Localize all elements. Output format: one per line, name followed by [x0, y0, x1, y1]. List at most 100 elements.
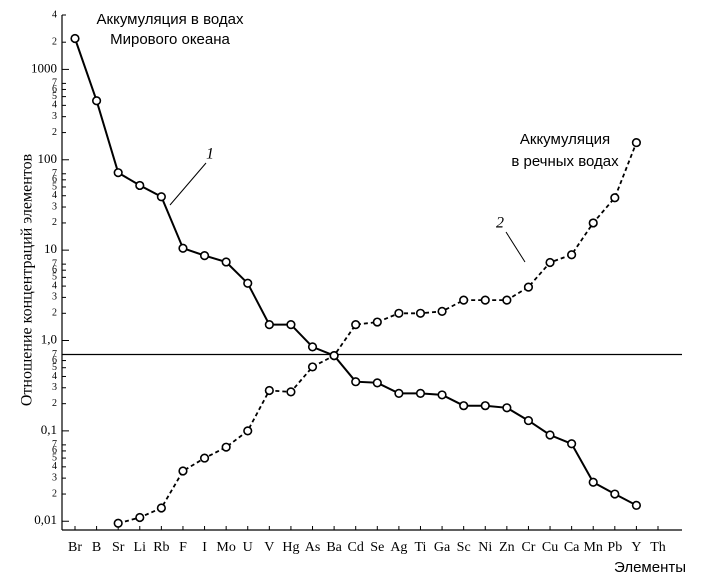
x-tick-label: Li: [134, 540, 147, 555]
y-tick-label: 5: [52, 181, 57, 192]
x-tick-label: Cd: [348, 540, 364, 555]
data-point: [178, 243, 188, 253]
x-tick-label: Cr: [521, 540, 535, 555]
x-tick-label: Mn: [583, 540, 602, 555]
data-point: [480, 295, 490, 305]
data-point: [631, 137, 642, 148]
y-axis-label: Отношение концентраций элементов: [19, 153, 36, 406]
data-point: [135, 180, 145, 191]
x-tick-label: Th: [650, 540, 666, 555]
y-tick-label: 4: [52, 100, 57, 111]
data-point: [502, 403, 512, 413]
x-tick-label: Cu: [542, 540, 558, 555]
y-tick-label: 2: [52, 217, 57, 228]
y-tick-label: 5: [52, 272, 57, 283]
y-tick-label: 6: [52, 355, 57, 366]
x-tick-label: Ti: [415, 540, 427, 555]
data-point: [610, 489, 620, 499]
x-tick-label: Y: [631, 540, 641, 555]
y-tick-label: 100: [38, 151, 58, 166]
data-point: [394, 388, 404, 398]
y-tick-label: 4: [52, 280, 57, 291]
data-point: [221, 257, 231, 267]
data-point: [545, 257, 555, 268]
data-point: [264, 385, 274, 396]
data-point: [459, 295, 469, 305]
leader-line: [505, 231, 526, 263]
data-point: [523, 415, 534, 426]
data-point: [307, 362, 318, 372]
y-tick-label: 0,01: [34, 512, 57, 527]
x-tick-label: Ni: [478, 540, 492, 555]
y-tick-label: 4: [52, 9, 57, 20]
x-tick-label: Zn: [499, 540, 515, 555]
y-tick-label: 7: [52, 168, 57, 179]
data-point: [351, 377, 361, 387]
x-tick-label: Se: [370, 540, 384, 555]
data-point: [70, 33, 80, 44]
x-tick-label: Hg: [282, 540, 299, 555]
y-tick-label: 4: [52, 371, 57, 382]
y-tick-label: 5: [52, 362, 57, 373]
annotation: Аккумуляция: [520, 131, 610, 148]
x-tick-label: B: [92, 540, 101, 555]
data-point: [588, 218, 598, 228]
data-point: [523, 282, 534, 292]
y-tick-label: 6: [52, 84, 57, 95]
y-tick-label: 4: [52, 190, 57, 201]
x-tick-label: Ag: [390, 540, 407, 555]
data-point: [199, 453, 210, 463]
x-tick-label: Sr: [112, 540, 125, 555]
data-point: [545, 430, 555, 440]
x-tick-label: Ca: [564, 540, 580, 555]
x-tick-label: Ga: [434, 540, 451, 555]
y-tick-label: 3: [52, 111, 57, 122]
y-tick-label: 7: [52, 78, 57, 89]
data-point: [286, 387, 296, 397]
x-tick-label: Sc: [457, 540, 471, 555]
data-point: [480, 401, 490, 411]
y-tick-label: 2: [52, 398, 57, 409]
x-tick-label: Ba: [326, 540, 342, 555]
data-point: [243, 426, 253, 436]
data-point: [459, 401, 469, 411]
data-point: [372, 378, 382, 388]
x-tick-label: F: [179, 540, 187, 555]
y-tick-label: 3: [52, 382, 57, 393]
y-tick-label: 7: [52, 439, 57, 450]
data-point: [567, 250, 577, 260]
y-tick-label: 2: [52, 488, 57, 499]
series-label: 2: [496, 215, 504, 232]
leader-line: [169, 162, 207, 206]
annotation: Мирового океана: [110, 31, 230, 48]
data-point: [307, 342, 318, 352]
data-point: [394, 308, 404, 318]
y-tick-label: 3: [52, 472, 57, 483]
data-point: [135, 512, 145, 523]
x-tick-label: Mo: [216, 540, 235, 555]
y-tick-label: 2: [52, 308, 57, 319]
y-tick-label: 1000: [31, 60, 57, 75]
data-point: [372, 317, 382, 327]
y-tick-label: 6: [52, 174, 57, 185]
x-tick-label: As: [305, 540, 321, 555]
y-tick-label: 2: [52, 127, 57, 138]
series-label: 1: [206, 146, 214, 163]
data-point: [415, 388, 426, 398]
y-tick-label: 6: [52, 445, 57, 456]
data-point: [588, 477, 598, 487]
y-tick-label: 5: [52, 91, 57, 102]
data-point: [329, 351, 339, 361]
y-tick-label: 7: [52, 349, 57, 360]
data-point: [221, 442, 231, 452]
data-point: [178, 466, 188, 476]
data-point: [286, 319, 296, 330]
data-point: [243, 278, 253, 288]
x-axis-label: Элементы: [614, 559, 686, 576]
x-tick-label: V: [264, 540, 274, 555]
data-point: [610, 193, 620, 203]
data-point: [415, 308, 426, 318]
x-tick-label: I: [202, 540, 207, 555]
data-point: [437, 306, 447, 316]
y-tick-label: 2: [52, 37, 57, 48]
